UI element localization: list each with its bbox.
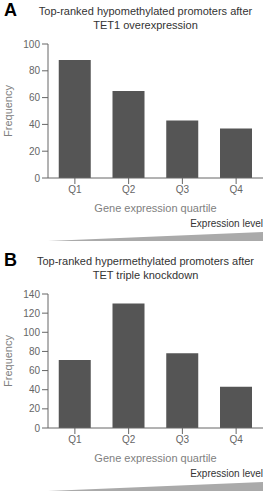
svg-text:Q4: Q4 [229, 184, 243, 195]
svg-text:Q3: Q3 [176, 434, 190, 445]
svg-text:Gene expression quartile: Gene expression quartile [94, 202, 216, 214]
svg-text:0: 0 [34, 423, 40, 434]
svg-text:60: 60 [29, 92, 41, 103]
svg-text:40: 40 [29, 384, 41, 395]
html-text:A: A [4, 0, 17, 20]
html-text:Top-ranked hypermethylated pro: Top-ranked hypermethylated promoters aft… [37, 255, 254, 267]
svg-text:Q3: Q3 [176, 184, 190, 195]
svg-text:Q1: Q1 [68, 434, 82, 445]
svg-text:80: 80 [29, 346, 41, 357]
svg-text:Frequency: Frequency [8, 335, 14, 387]
html-text:Expression level: Expression level [190, 218, 263, 229]
svg-text:140: 140 [23, 289, 40, 300]
svg-text:Q2: Q2 [122, 184, 136, 195]
svg-text:120: 120 [23, 308, 40, 319]
html-text:Top-ranked hypomethylated prom: Top-ranked hypomethylated promoters afte… [38, 5, 253, 17]
svg-text:0: 0 [34, 173, 40, 184]
svg-text:Gene expression quartile: Gene expression quartile [94, 452, 216, 464]
svg-text:20: 20 [29, 403, 41, 414]
html-text:TET triple knockdown: TET triple knockdown [92, 269, 199, 281]
svg-text:40: 40 [29, 119, 41, 130]
html-text:TET1 overexpression: TET1 overexpression [93, 19, 198, 31]
html-text:B: B [4, 250, 17, 270]
svg-text:100: 100 [23, 327, 40, 338]
svg-text:20: 20 [29, 146, 41, 157]
svg-text:Q1: Q1 [68, 184, 82, 195]
svg-text:100: 100 [23, 39, 40, 50]
svg-text:Frequency: Frequency [8, 85, 14, 137]
html-text:Expression level: Expression level [190, 468, 263, 479]
svg-text:Q4: Q4 [229, 434, 243, 445]
svg-text:80: 80 [29, 65, 41, 76]
svg-text:60: 60 [29, 365, 41, 376]
svg-text:Q2: Q2 [122, 434, 136, 445]
